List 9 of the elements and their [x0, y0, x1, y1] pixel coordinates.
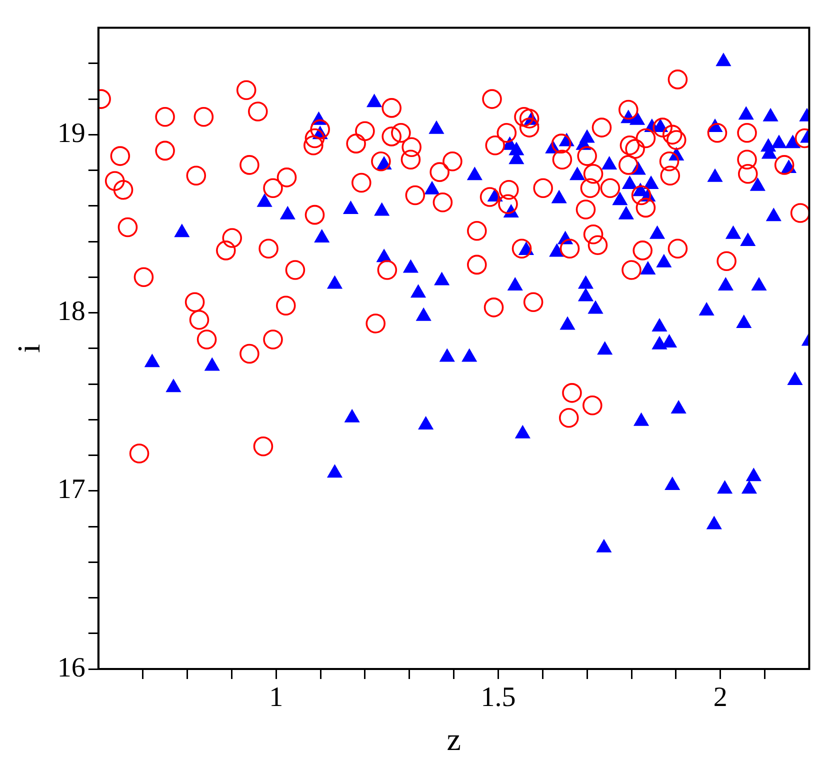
x-tick-label: 1 — [269, 682, 284, 714]
y-tick-label: 19 — [57, 118, 86, 150]
y-tick-label: 16 — [57, 652, 86, 684]
x-tick-label: 2 — [713, 682, 728, 714]
x-axis-title: z — [446, 721, 461, 758]
y-axis-title: i — [10, 344, 47, 353]
x-tick-label: 1.5 — [480, 682, 516, 714]
y-tick-label: 18 — [57, 296, 86, 328]
y-tick-label: 17 — [57, 474, 86, 506]
